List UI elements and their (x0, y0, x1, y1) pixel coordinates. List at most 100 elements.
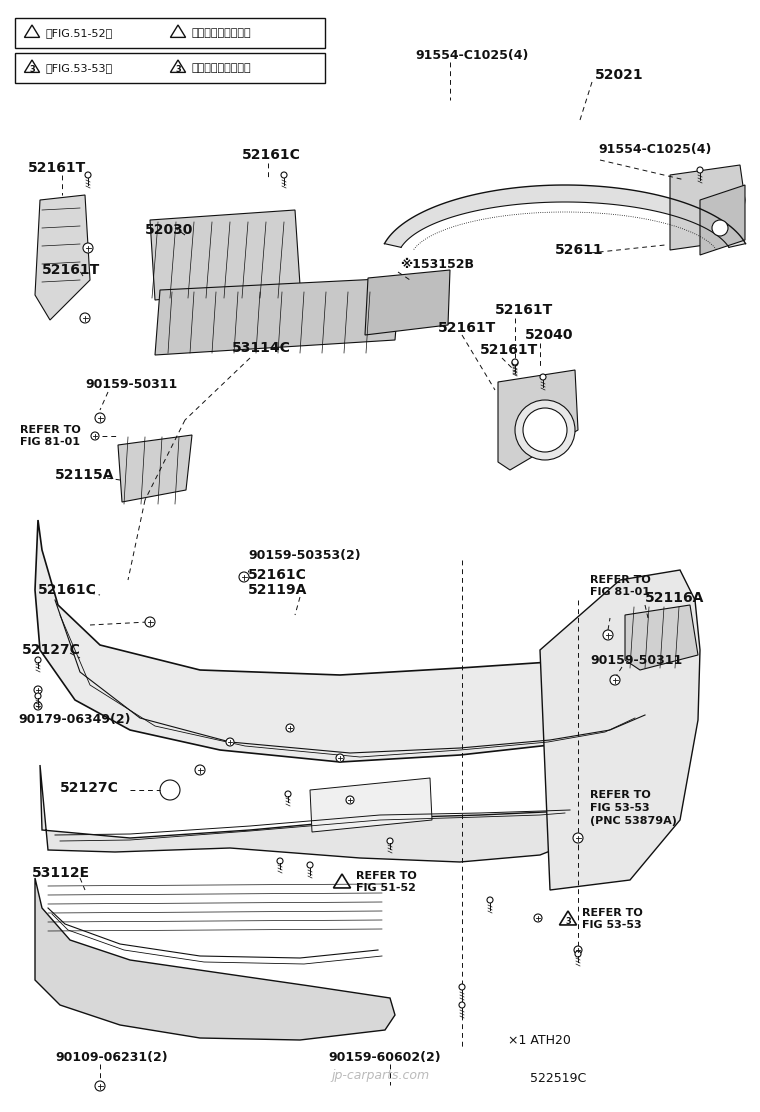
Text: 90179-06349(2): 90179-06349(2) (18, 714, 131, 726)
Text: 53114C: 53114C (232, 341, 291, 355)
Polygon shape (385, 185, 746, 247)
Text: 52161C: 52161C (38, 583, 97, 597)
Polygon shape (35, 520, 670, 762)
Text: 52116A: 52116A (645, 590, 705, 605)
Text: 52161C: 52161C (248, 568, 307, 582)
Text: 3: 3 (29, 64, 35, 73)
Circle shape (523, 408, 567, 451)
Circle shape (35, 693, 41, 699)
Text: 52021: 52021 (595, 68, 644, 82)
Circle shape (95, 1081, 105, 1091)
Text: 52161T: 52161T (495, 302, 553, 317)
Text: と対応しています。: と対応しています。 (191, 28, 251, 38)
Circle shape (697, 167, 703, 173)
Polygon shape (155, 278, 400, 355)
Text: FIG 53-53: FIG 53-53 (590, 803, 650, 813)
Text: REFER TO: REFER TO (582, 909, 643, 919)
Text: 90159-50311: 90159-50311 (590, 654, 682, 666)
Text: 52119A: 52119A (248, 583, 307, 597)
Circle shape (387, 838, 393, 844)
Circle shape (195, 765, 205, 775)
Polygon shape (498, 370, 578, 470)
Circle shape (35, 657, 41, 663)
Circle shape (307, 862, 313, 868)
Circle shape (285, 791, 291, 797)
Circle shape (610, 675, 620, 685)
Polygon shape (540, 570, 700, 890)
Text: FIG 51-52: FIG 51-52 (356, 883, 416, 893)
Polygon shape (35, 195, 90, 320)
Text: はFIG.53-53の: はFIG.53-53の (45, 63, 112, 73)
Text: 52127C: 52127C (22, 643, 81, 657)
Circle shape (281, 172, 287, 178)
Circle shape (459, 1002, 465, 1007)
Circle shape (512, 359, 518, 365)
Text: REFER TO: REFER TO (356, 871, 416, 881)
Circle shape (80, 312, 90, 322)
Polygon shape (670, 165, 745, 250)
Text: 522519C: 522519C (530, 1072, 586, 1084)
Text: 90159-50311: 90159-50311 (85, 378, 177, 391)
Text: はFIG.51-52の: はFIG.51-52の (45, 28, 112, 38)
Text: 3: 3 (175, 64, 181, 73)
Polygon shape (625, 605, 698, 671)
Text: ※153152B: ※153152B (400, 258, 474, 271)
Circle shape (603, 631, 613, 641)
Circle shape (95, 413, 105, 423)
Text: 52161T: 52161T (42, 264, 100, 277)
Circle shape (286, 724, 294, 732)
Circle shape (91, 431, 99, 440)
Circle shape (540, 374, 546, 380)
Circle shape (277, 858, 283, 864)
Text: 91554-C1025(4): 91554-C1025(4) (598, 143, 711, 157)
Polygon shape (35, 878, 395, 1040)
Text: FIG 81-01: FIG 81-01 (590, 587, 650, 597)
Text: 52040: 52040 (525, 328, 574, 342)
Circle shape (336, 754, 344, 762)
Polygon shape (310, 778, 432, 832)
Circle shape (574, 946, 582, 954)
Circle shape (239, 572, 249, 582)
Polygon shape (40, 765, 580, 862)
Circle shape (85, 172, 91, 178)
Text: 90159-50353(2): 90159-50353(2) (248, 548, 361, 562)
Circle shape (34, 686, 42, 694)
Text: REFER TO: REFER TO (20, 425, 81, 435)
Circle shape (534, 914, 542, 922)
Text: REFER TO: REFER TO (590, 790, 651, 800)
Text: FIG 53-53: FIG 53-53 (582, 920, 641, 930)
Text: と対応しています。: と対応しています。 (191, 63, 251, 73)
Text: 3: 3 (565, 917, 571, 926)
Polygon shape (118, 435, 192, 502)
Circle shape (226, 738, 234, 746)
Text: 52161T: 52161T (438, 321, 496, 335)
Text: 91554-C1025(4): 91554-C1025(4) (415, 49, 528, 61)
Text: 52127C: 52127C (60, 781, 119, 795)
Text: REFER TO: REFER TO (590, 575, 651, 585)
Text: ×1 ATH20: ×1 ATH20 (508, 1033, 571, 1046)
Polygon shape (700, 185, 745, 255)
Text: jp-carparts.com: jp-carparts.com (331, 1069, 429, 1082)
Circle shape (712, 220, 728, 236)
Text: 52161C: 52161C (242, 148, 301, 162)
Circle shape (346, 796, 354, 804)
Text: 53112E: 53112E (32, 866, 90, 880)
Text: 52611: 52611 (555, 244, 603, 257)
Circle shape (487, 897, 493, 903)
Circle shape (512, 360, 518, 366)
Text: 52030: 52030 (145, 224, 193, 237)
Circle shape (34, 702, 42, 709)
Polygon shape (150, 210, 300, 300)
Text: 52161T: 52161T (28, 161, 86, 175)
Polygon shape (365, 270, 450, 335)
Circle shape (160, 780, 180, 800)
Text: 90109-06231(2): 90109-06231(2) (55, 1052, 168, 1064)
Text: 52115A: 52115A (55, 468, 115, 481)
Circle shape (459, 984, 465, 990)
Circle shape (575, 951, 581, 957)
Text: 52161T: 52161T (480, 342, 538, 357)
Circle shape (573, 833, 583, 843)
Text: FIG 81-01: FIG 81-01 (20, 437, 80, 447)
Circle shape (515, 400, 575, 460)
Circle shape (83, 244, 93, 254)
